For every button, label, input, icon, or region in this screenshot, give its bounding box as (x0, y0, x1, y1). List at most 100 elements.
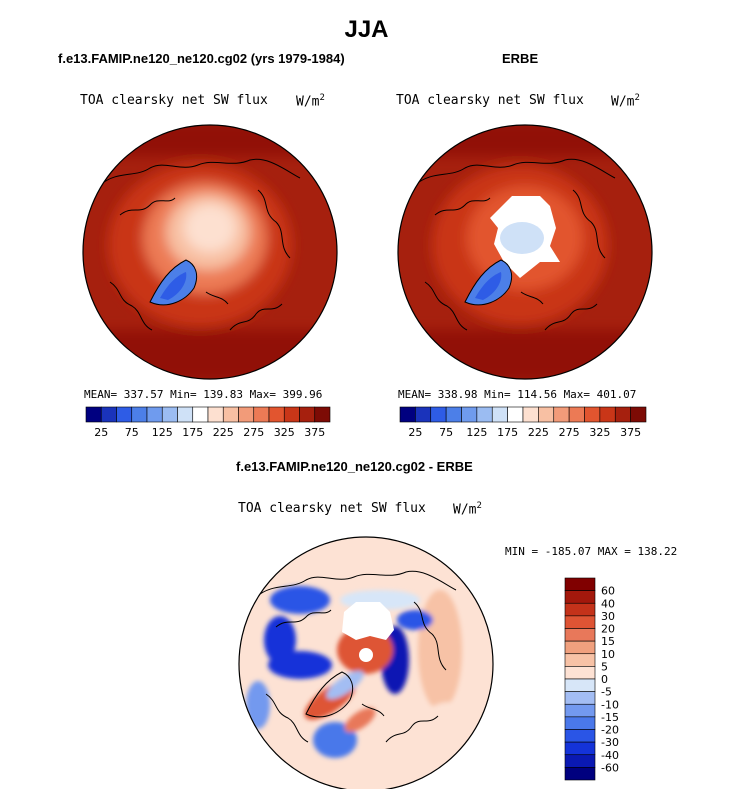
panel3-colorbar-label: 10 (601, 648, 615, 661)
panel3-colorbar-label: -40 (601, 749, 619, 762)
panel2-colorbar-label: 175 (497, 426, 518, 439)
panel3-colorbar-box (564, 703, 596, 718)
panel2-colorbar-label: 375 (620, 426, 641, 439)
panel1-colorbar: 25 75 125 175 225 275 325 375 (85, 406, 331, 439)
panel3-colorbar-box (564, 754, 596, 768)
panel1-colorbar-box (100, 406, 117, 423)
panel1-colorbar-label: 325 (274, 426, 295, 439)
panel2-colorbar-box (568, 406, 585, 423)
panel3-colorbar-label: 0 (601, 673, 608, 686)
panel1-stats: MEAN= 337.57 Min= 139.83 Max= 399.96 (84, 388, 323, 401)
panel2-subtitle: ERBE (502, 51, 539, 66)
panel3-subtitle: f.e13.FAMIP.ne120_ne120.cg02 - ERBE (236, 459, 473, 474)
panel3-map-border (238, 536, 494, 789)
panel1-colorbar-box (116, 406, 133, 423)
panel3-colorbar-box (564, 628, 596, 642)
panel2-stats: MEAN= 338.98 Min= 114.56 Max= 401.07 (398, 388, 637, 401)
panel1-colorbar-box (207, 406, 224, 423)
panel3-colorbar-box (564, 577, 596, 591)
panel3-stats: MIN = -185.07 MAX = 138.22 (505, 545, 678, 558)
panel1-colorbar-box (283, 406, 300, 423)
panel3-colorbar-box (564, 590, 596, 604)
panel1-colorbar-box (85, 406, 102, 423)
panel3-colorbar-label: -15 (601, 711, 619, 724)
panel3-pole-hole (359, 648, 373, 662)
panel3-colorbar-label: -60 (601, 761, 619, 774)
panel3-colorbar-box (564, 640, 596, 655)
panel2-colorbar-box (445, 406, 462, 423)
panel1-greenland-core (160, 272, 187, 300)
panel3-colorbar-box (564, 741, 596, 756)
panel1-units: W/m2 (296, 93, 325, 110)
panel2-colorbar-label: 275 (559, 426, 580, 439)
panel1-colorbar-box (299, 406, 316, 423)
panel1-colorbar-label: 25 (94, 426, 108, 439)
panel2-colorbar-box (584, 406, 601, 423)
panel2-colorbar-box (614, 406, 631, 423)
panel1-colorbar-box (192, 406, 209, 423)
panel1-variable: TOA clearsky net SW flux (80, 93, 268, 108)
panel1-colorbar-box (314, 406, 331, 423)
panel2-colorbar-box (522, 406, 539, 423)
panel2-colorbar-box (476, 406, 493, 423)
panel1-colorbar-label: 175 (182, 426, 203, 439)
panel1-colorbar-box (253, 406, 270, 423)
panel1-colorbar-label: 375 (304, 426, 325, 439)
panel2-colorbar-box (415, 406, 432, 423)
panel2-greenland-core (475, 272, 502, 300)
panel3-colorbar-label: 30 (601, 610, 615, 623)
panel2-colorbar: 25 75 125 175 225 275 325 375 (399, 406, 647, 439)
panel1-colorbar-label: 125 (152, 426, 173, 439)
panel3-colorbar-label: -10 (601, 698, 619, 711)
panel3-colorbar-box (564, 666, 596, 680)
panel2-variable: TOA clearsky net SW flux (396, 93, 584, 108)
panel2-colorbar-label: 225 (528, 426, 549, 439)
panel2-colorbar-box (507, 406, 524, 423)
panel1-colorbar-box (222, 406, 239, 423)
panel1-coastlines (99, 158, 301, 331)
panel1-colorbar-box (238, 406, 255, 423)
panel2-colorbar-box (399, 406, 416, 423)
panel2-colorbar-label: 125 (466, 426, 487, 439)
panel1-map-border (82, 124, 338, 380)
panel2-colorbar-box (630, 406, 647, 423)
panel3-colorbar-label: 15 (601, 635, 615, 648)
panel3-colorbar-label: 20 (601, 623, 615, 636)
panel2-coastlines (414, 158, 616, 331)
panel2-high-arctic (500, 222, 544, 254)
panel1-colorbar-box (131, 406, 148, 423)
panel1-colorbar-label: 225 (213, 426, 234, 439)
panel3-colorbar-label: -20 (601, 724, 619, 737)
panel1-map (82, 124, 338, 380)
panel2-colorbar-label: 325 (589, 426, 610, 439)
panel2-colorbar-label: 25 (408, 426, 422, 439)
panel3-colorbar-box (564, 767, 596, 781)
panel1-colorbar-box (177, 406, 194, 423)
panel1-field-gradient (83, 125, 337, 379)
panel1-colorbar-box (161, 406, 178, 423)
panel2-units: W/m2 (611, 93, 640, 110)
panel3-units: W/m2 (453, 501, 482, 518)
panel3-colorbar-box (564, 716, 596, 730)
panel3-map (238, 536, 494, 789)
panel3-colorbar-box (564, 615, 596, 629)
panel3-colorbar-label: -30 (601, 736, 619, 749)
panel2-colorbar-box (491, 406, 508, 423)
panel1-colorbar-label: 275 (243, 426, 264, 439)
panel3-missing-data-area (342, 602, 394, 640)
panel2-map-border (397, 124, 653, 380)
panel1-subtitle: f.e13.FAMIP.ne120_ne120.cg02 (yrs 1979-1… (58, 51, 345, 66)
figure-title: JJA (344, 16, 389, 43)
panel3-coastlines (255, 570, 457, 743)
panel2-colorbar-box (430, 406, 447, 423)
panel3-colorbar-label: -5 (601, 686, 612, 699)
panel3-colorbar-label: 5 (601, 660, 608, 673)
panel3-colorbar-box (564, 678, 596, 692)
panel2-colorbar-box (599, 406, 616, 423)
panel2-colorbar-box (553, 406, 570, 423)
panel1-colorbar-label: 75 (125, 426, 139, 439)
panel2-colorbar-box (538, 406, 555, 423)
panel3-colorbar-box (564, 602, 596, 617)
